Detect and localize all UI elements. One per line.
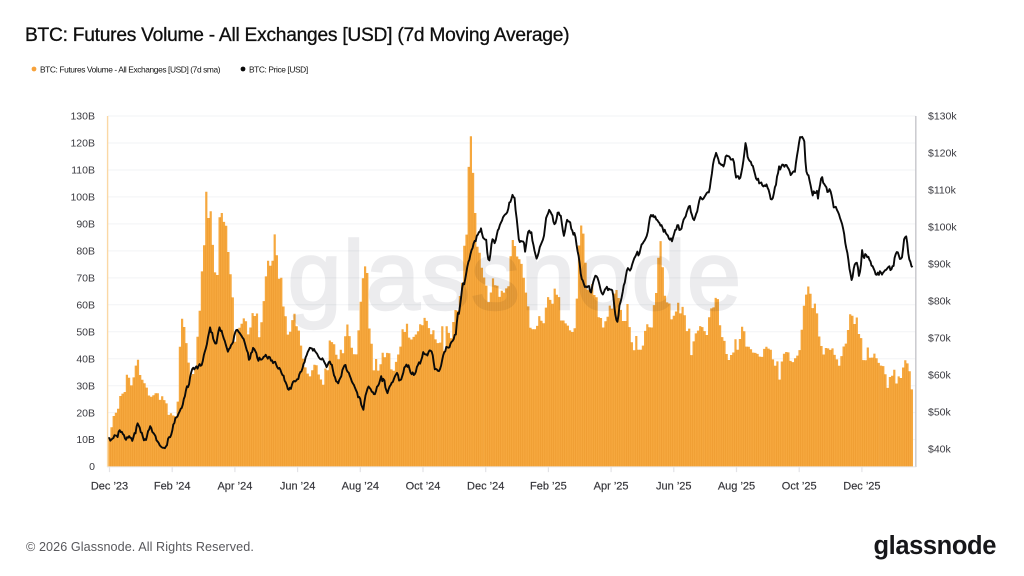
svg-text:130B: 130B <box>70 111 95 123</box>
svg-text:$70k: $70k <box>928 333 952 345</box>
svg-text:80B: 80B <box>76 245 95 257</box>
svg-text:glassnode: glassnode <box>873 532 996 560</box>
svg-text:Oct ’24: Oct ’24 <box>406 481 441 493</box>
svg-text:© 2026 Glassnode. All Rights R: © 2026 Glassnode. All Rights Reserved. <box>26 540 254 554</box>
svg-text:$40k: $40k <box>928 444 952 456</box>
svg-text:Aug ’25: Aug ’25 <box>718 481 755 493</box>
svg-text:100B: 100B <box>70 192 95 204</box>
svg-text:0: 0 <box>89 461 95 473</box>
svg-text:$120k: $120k <box>928 148 957 160</box>
svg-text:110B: 110B <box>71 165 95 177</box>
svg-text:$130k: $130k <box>928 111 957 123</box>
svg-text:40B: 40B <box>76 353 95 365</box>
svg-text:Oct ’25: Oct ’25 <box>782 481 817 493</box>
svg-text:60B: 60B <box>76 299 95 311</box>
svg-text:BTC: Price [USD]: BTC: Price [USD] <box>249 64 308 74</box>
svg-text:50B: 50B <box>76 326 95 338</box>
svg-text:Apr ’24: Apr ’24 <box>217 481 252 493</box>
svg-text:Feb ’24: Feb ’24 <box>154 481 191 493</box>
svg-text:120B: 120B <box>70 138 95 150</box>
svg-text:Feb ’25: Feb ’25 <box>530 481 567 493</box>
svg-text:Dec ’23: Dec ’23 <box>91 481 128 493</box>
svg-text:Aug ’24: Aug ’24 <box>342 481 379 493</box>
svg-text:$60k: $60k <box>928 370 952 382</box>
svg-text:Dec ’24: Dec ’24 <box>467 481 504 493</box>
svg-text:70B: 70B <box>76 272 95 284</box>
svg-text:90B: 90B <box>76 219 95 231</box>
svg-text:Apr ’25: Apr ’25 <box>594 481 629 493</box>
svg-text:BTC: Futures Volume - All Exch: BTC: Futures Volume - All Exchanges [USD… <box>25 25 569 46</box>
svg-text:Jun ’25: Jun ’25 <box>656 481 691 493</box>
svg-text:30B: 30B <box>76 380 95 392</box>
svg-text:$90k: $90k <box>928 259 952 271</box>
svg-text:20B: 20B <box>76 407 95 419</box>
svg-text:Dec ’25: Dec ’25 <box>843 481 880 493</box>
svg-text:Jun ’24: Jun ’24 <box>280 481 315 493</box>
svg-text:$100k: $100k <box>928 222 957 234</box>
svg-text:$50k: $50k <box>928 407 952 419</box>
svg-text:glassnode: glassnode <box>288 221 743 330</box>
svg-text:BTC: Futures Volume - All Exch: BTC: Futures Volume - All Exchanges [USD… <box>40 64 221 74</box>
svg-text:10B: 10B <box>76 434 95 446</box>
svg-text:$80k: $80k <box>928 296 952 308</box>
svg-text:$110k: $110k <box>928 185 957 197</box>
